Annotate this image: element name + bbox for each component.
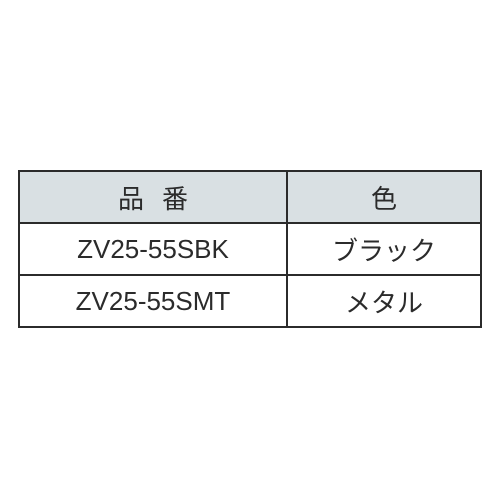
table-row: ZV25-55SMT メタル [19,275,481,327]
spec-table-container: 品番 色 ZV25-55SBK ブラック ZV25-55SMT メタル [18,170,482,328]
cell-color: メタル [287,275,481,327]
cell-part-number: ZV25-55SMT [19,275,287,327]
canvas: 品番 色 ZV25-55SBK ブラック ZV25-55SMT メタル [0,0,500,500]
table-row: ZV25-55SBK ブラック [19,223,481,275]
spec-table: 品番 色 ZV25-55SBK ブラック ZV25-55SMT メタル [18,170,482,328]
col-header-part-number: 品番 [19,171,287,223]
cell-part-number: ZV25-55SBK [19,223,287,275]
col-header-color: 色 [287,171,481,223]
table-header-row: 品番 色 [19,171,481,223]
cell-color: ブラック [287,223,481,275]
